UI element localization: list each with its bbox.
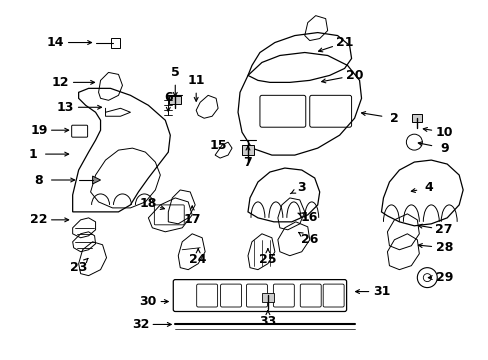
Text: 15: 15 — [209, 139, 226, 152]
Text: 8: 8 — [35, 174, 43, 186]
Text: 31: 31 — [372, 285, 389, 298]
Text: 9: 9 — [439, 141, 447, 155]
Text: 14: 14 — [47, 36, 64, 49]
Text: 5: 5 — [170, 66, 179, 79]
Text: 28: 28 — [435, 241, 452, 254]
Text: 24: 24 — [189, 253, 206, 266]
Text: 18: 18 — [140, 197, 157, 210]
Text: 4: 4 — [424, 181, 433, 194]
Text: 10: 10 — [435, 126, 452, 139]
Text: 29: 29 — [435, 271, 452, 284]
Text: 12: 12 — [52, 76, 69, 89]
Text: 26: 26 — [301, 233, 318, 246]
Bar — [242, 145, 253, 155]
Bar — [169, 96, 181, 104]
Text: 19: 19 — [30, 124, 47, 137]
Text: 32: 32 — [131, 318, 149, 331]
Bar — [262, 293, 273, 302]
Text: 20: 20 — [345, 69, 363, 82]
Bar — [411, 114, 422, 122]
Text: 3: 3 — [297, 181, 305, 194]
Text: 21: 21 — [335, 36, 353, 49]
Text: 25: 25 — [259, 253, 276, 266]
Text: 7: 7 — [243, 156, 252, 168]
Text: 23: 23 — [70, 261, 87, 274]
Text: 6: 6 — [163, 91, 172, 104]
Text: 22: 22 — [30, 213, 47, 226]
Text: 13: 13 — [57, 101, 74, 114]
Text: 17: 17 — [183, 213, 201, 226]
Text: 30: 30 — [140, 295, 157, 308]
Text: 11: 11 — [187, 74, 204, 87]
Text: 16: 16 — [301, 211, 318, 224]
Text: 2: 2 — [389, 112, 398, 125]
Text: 27: 27 — [435, 223, 452, 236]
Bar — [110, 37, 120, 48]
Polygon shape — [92, 176, 101, 184]
Text: 1: 1 — [28, 148, 37, 161]
Text: 33: 33 — [259, 315, 276, 328]
